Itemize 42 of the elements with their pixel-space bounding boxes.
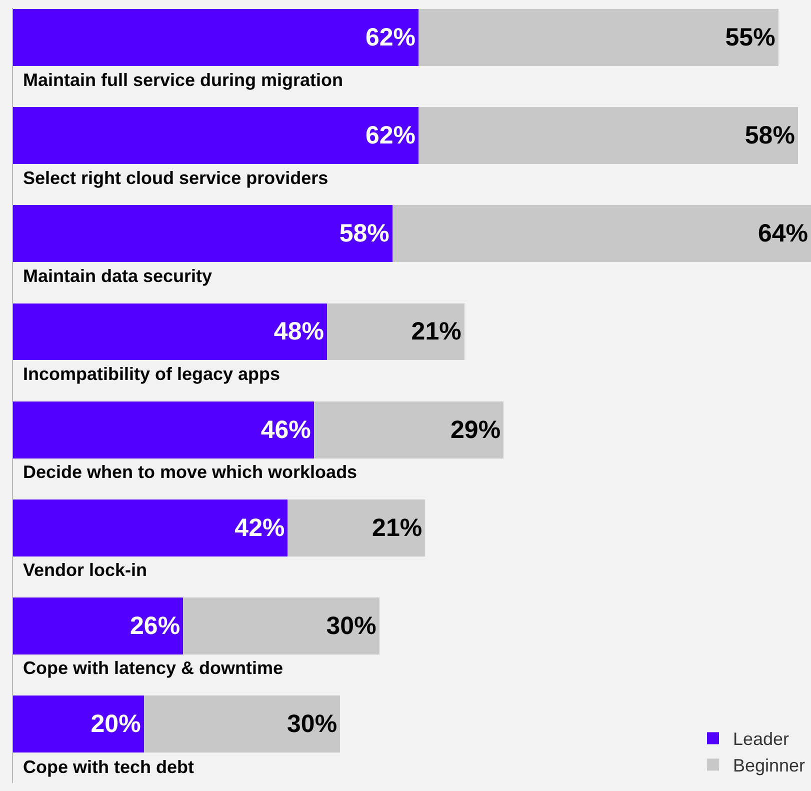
bar bbox=[13, 696, 144, 753]
data-label: 46% bbox=[260, 416, 311, 444]
bar bbox=[13, 598, 184, 654]
data-label: 62% bbox=[365, 23, 416, 52]
data-label: 58% bbox=[744, 122, 795, 150]
data-label: 21% bbox=[372, 514, 422, 542]
y-tick-label: Vendor lock-in bbox=[23, 560, 148, 580]
bar bbox=[418, 8, 778, 66]
data-label: 30% bbox=[326, 612, 376, 640]
bar bbox=[183, 598, 380, 654]
y-tick-label: Decide when to move which workloads bbox=[23, 462, 358, 482]
bar bbox=[13, 8, 419, 66]
bar bbox=[144, 696, 340, 753]
bar bbox=[418, 107, 798, 164]
bar bbox=[13, 107, 419, 164]
bar bbox=[13, 499, 288, 556]
data-label: 26% bbox=[130, 612, 180, 640]
bar bbox=[392, 205, 811, 262]
y-tick-label: Maintain data security bbox=[23, 266, 212, 286]
legend-label: Beginner bbox=[733, 756, 806, 776]
bar bbox=[13, 303, 327, 360]
bar bbox=[326, 303, 464, 360]
data-label: 55% bbox=[725, 23, 776, 52]
data-label: 62% bbox=[365, 122, 416, 150]
data-label: 42% bbox=[234, 514, 285, 542]
data-label: 21% bbox=[411, 318, 462, 346]
data-label: 29% bbox=[450, 416, 501, 444]
bar bbox=[288, 499, 426, 556]
data-label: 30% bbox=[287, 710, 338, 738]
data-label: 58% bbox=[339, 220, 390, 248]
data-label: 20% bbox=[90, 710, 141, 738]
y-tick-label: Select right cloud service providers bbox=[23, 168, 328, 188]
bar bbox=[314, 401, 504, 458]
bar bbox=[13, 401, 314, 458]
y-tick-label: Cope with latency & downtime bbox=[23, 658, 284, 678]
legend-label: Leader bbox=[733, 729, 790, 750]
bar bbox=[13, 205, 392, 262]
data-label: 64% bbox=[758, 220, 808, 248]
y-tick-label: Maintain full service during migration bbox=[23, 70, 344, 90]
y-tick-label: Incompatibility of legacy apps bbox=[23, 364, 280, 384]
data-label: 48% bbox=[274, 318, 324, 346]
y-tick-label: Cope with tech debt bbox=[23, 757, 194, 777]
